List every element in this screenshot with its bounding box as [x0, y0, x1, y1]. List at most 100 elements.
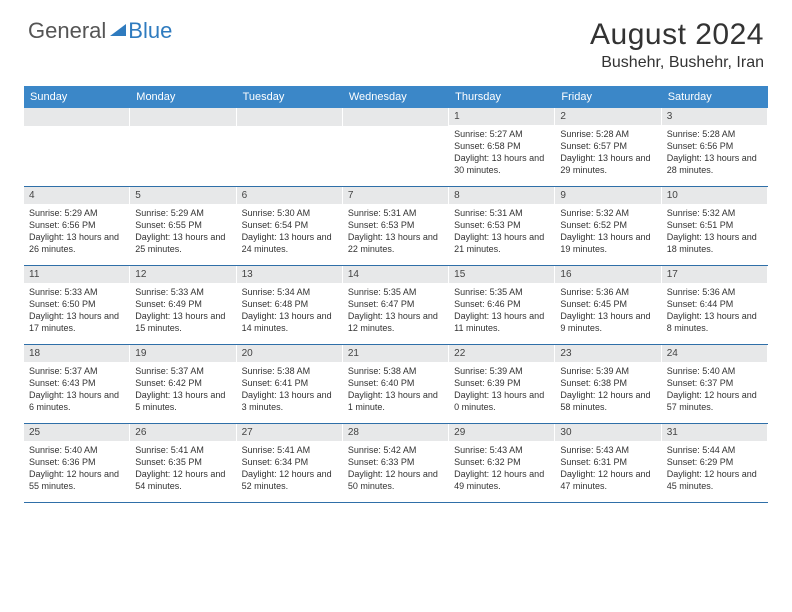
day-cell: 18Sunrise: 5:37 AMSunset: 6:43 PMDayligh…: [24, 345, 130, 423]
day-cell: 29Sunrise: 5:43 AMSunset: 6:32 PMDayligh…: [449, 424, 555, 502]
day-cell: 19Sunrise: 5:37 AMSunset: 6:42 PMDayligh…: [130, 345, 236, 423]
dow-cell-saturday: Saturday: [662, 86, 768, 108]
dow-cell-thursday: Thursday: [449, 86, 555, 108]
days-of-week-header: SundayMondayTuesdayWednesdayThursdayFrid…: [24, 86, 768, 108]
daylight-line: Daylight: 13 hours and 0 minutes.: [454, 389, 549, 413]
day-cell: 14Sunrise: 5:35 AMSunset: 6:47 PMDayligh…: [343, 266, 449, 344]
day-cell: 6Sunrise: 5:30 AMSunset: 6:54 PMDaylight…: [237, 187, 343, 265]
day-cell: 28Sunrise: 5:42 AMSunset: 6:33 PMDayligh…: [343, 424, 449, 502]
daylight-line: Daylight: 13 hours and 24 minutes.: [242, 231, 337, 255]
day-number: 26: [130, 424, 235, 441]
month-title: August 2024: [590, 18, 764, 52]
sunset-line: Sunset: 6:38 PM: [560, 377, 655, 389]
day-info: Sunrise: 5:31 AMSunset: 6:53 PMDaylight:…: [449, 204, 554, 260]
day-cell: 3Sunrise: 5:28 AMSunset: 6:56 PMDaylight…: [662, 108, 768, 186]
day-number: [237, 108, 342, 126]
day-cell: 1Sunrise: 5:27 AMSunset: 6:58 PMDaylight…: [449, 108, 555, 186]
dow-cell-sunday: Sunday: [24, 86, 130, 108]
daylight-line: Daylight: 13 hours and 1 minute.: [348, 389, 443, 413]
daylight-line: Daylight: 13 hours and 18 minutes.: [667, 231, 762, 255]
day-number: 9: [555, 187, 660, 204]
week-row: 11Sunrise: 5:33 AMSunset: 6:50 PMDayligh…: [24, 266, 768, 345]
sunrise-line: Sunrise: 5:37 AM: [135, 365, 230, 377]
sunset-line: Sunset: 6:39 PM: [454, 377, 549, 389]
day-cell: 5Sunrise: 5:29 AMSunset: 6:55 PMDaylight…: [130, 187, 236, 265]
day-cell: 7Sunrise: 5:31 AMSunset: 6:53 PMDaylight…: [343, 187, 449, 265]
daylight-line: Daylight: 13 hours and 14 minutes.: [242, 310, 337, 334]
sunset-line: Sunset: 6:57 PM: [560, 140, 655, 152]
day-info: Sunrise: 5:43 AMSunset: 6:31 PMDaylight:…: [555, 441, 660, 497]
day-number: 5: [130, 187, 235, 204]
day-info: Sunrise: 5:36 AMSunset: 6:45 PMDaylight:…: [555, 283, 660, 339]
week-row: 1Sunrise: 5:27 AMSunset: 6:58 PMDaylight…: [24, 108, 768, 187]
sunset-line: Sunset: 6:43 PM: [29, 377, 124, 389]
sunrise-line: Sunrise: 5:28 AM: [560, 128, 655, 140]
daylight-line: Daylight: 13 hours and 19 minutes.: [560, 231, 655, 255]
day-info: Sunrise: 5:29 AMSunset: 6:55 PMDaylight:…: [130, 204, 235, 260]
daylight-line: Daylight: 13 hours and 8 minutes.: [667, 310, 762, 334]
sunset-line: Sunset: 6:33 PM: [348, 456, 443, 468]
daylight-line: Daylight: 12 hours and 54 minutes.: [135, 468, 230, 492]
sunset-line: Sunset: 6:51 PM: [667, 219, 762, 231]
day-cell: 20Sunrise: 5:38 AMSunset: 6:41 PMDayligh…: [237, 345, 343, 423]
day-number: 30: [555, 424, 660, 441]
day-info: Sunrise: 5:32 AMSunset: 6:51 PMDaylight:…: [662, 204, 767, 260]
sunrise-line: Sunrise: 5:38 AM: [348, 365, 443, 377]
day-info: Sunrise: 5:35 AMSunset: 6:47 PMDaylight:…: [343, 283, 448, 339]
day-cell: 16Sunrise: 5:36 AMSunset: 6:45 PMDayligh…: [555, 266, 661, 344]
sunrise-line: Sunrise: 5:33 AM: [29, 286, 124, 298]
day-info: [24, 126, 129, 176]
day-number: 10: [662, 187, 767, 204]
sunrise-line: Sunrise: 5:41 AM: [135, 444, 230, 456]
sunrise-line: Sunrise: 5:35 AM: [454, 286, 549, 298]
logo: General Blue: [28, 18, 172, 44]
day-info: Sunrise: 5:31 AMSunset: 6:53 PMDaylight:…: [343, 204, 448, 260]
day-info: Sunrise: 5:39 AMSunset: 6:38 PMDaylight:…: [555, 362, 660, 418]
sunrise-line: Sunrise: 5:34 AM: [242, 286, 337, 298]
sunset-line: Sunset: 6:44 PM: [667, 298, 762, 310]
calendar: SundayMondayTuesdayWednesdayThursdayFrid…: [24, 86, 768, 503]
day-cell: 25Sunrise: 5:40 AMSunset: 6:36 PMDayligh…: [24, 424, 130, 502]
daylight-line: Daylight: 12 hours and 57 minutes.: [667, 389, 762, 413]
sunset-line: Sunset: 6:52 PM: [560, 219, 655, 231]
day-number: 18: [24, 345, 129, 362]
day-number: 24: [662, 345, 767, 362]
daylight-line: Daylight: 12 hours and 49 minutes.: [454, 468, 549, 492]
sunset-line: Sunset: 6:45 PM: [560, 298, 655, 310]
day-number: 15: [449, 266, 554, 283]
day-number: 29: [449, 424, 554, 441]
day-info: Sunrise: 5:38 AMSunset: 6:41 PMDaylight:…: [237, 362, 342, 418]
day-cell: 30Sunrise: 5:43 AMSunset: 6:31 PMDayligh…: [555, 424, 661, 502]
day-cell: 27Sunrise: 5:41 AMSunset: 6:34 PMDayligh…: [237, 424, 343, 502]
day-cell: 17Sunrise: 5:36 AMSunset: 6:44 PMDayligh…: [662, 266, 768, 344]
day-cell: 26Sunrise: 5:41 AMSunset: 6:35 PMDayligh…: [130, 424, 236, 502]
day-number: [343, 108, 448, 126]
sunrise-line: Sunrise: 5:43 AM: [454, 444, 549, 456]
day-number: 17: [662, 266, 767, 283]
daylight-line: Daylight: 13 hours and 21 minutes.: [454, 231, 549, 255]
sunset-line: Sunset: 6:34 PM: [242, 456, 337, 468]
sunrise-line: Sunrise: 5:30 AM: [242, 207, 337, 219]
daylight-line: Daylight: 12 hours and 50 minutes.: [348, 468, 443, 492]
day-info: Sunrise: 5:41 AMSunset: 6:35 PMDaylight:…: [130, 441, 235, 497]
logo-triangle-icon: [110, 24, 126, 36]
day-info: Sunrise: 5:34 AMSunset: 6:48 PMDaylight:…: [237, 283, 342, 339]
sunset-line: Sunset: 6:29 PM: [667, 456, 762, 468]
sunrise-line: Sunrise: 5:35 AM: [348, 286, 443, 298]
header: General Blue August 2024 Bushehr, Busheh…: [0, 0, 792, 80]
daylight-line: Daylight: 13 hours and 9 minutes.: [560, 310, 655, 334]
daylight-line: Daylight: 13 hours and 22 minutes.: [348, 231, 443, 255]
sunset-line: Sunset: 6:37 PM: [667, 377, 762, 389]
day-number: 8: [449, 187, 554, 204]
daylight-line: Daylight: 13 hours and 28 minutes.: [667, 152, 762, 176]
sunset-line: Sunset: 6:47 PM: [348, 298, 443, 310]
day-info: Sunrise: 5:44 AMSunset: 6:29 PMDaylight:…: [662, 441, 767, 497]
day-info: Sunrise: 5:28 AMSunset: 6:57 PMDaylight:…: [555, 125, 660, 181]
day-number: 16: [555, 266, 660, 283]
day-cell-empty: [343, 108, 449, 186]
daylight-line: Daylight: 13 hours and 29 minutes.: [560, 152, 655, 176]
sunrise-line: Sunrise: 5:41 AM: [242, 444, 337, 456]
day-number: 21: [343, 345, 448, 362]
daylight-line: Daylight: 12 hours and 52 minutes.: [242, 468, 337, 492]
sunrise-line: Sunrise: 5:38 AM: [242, 365, 337, 377]
